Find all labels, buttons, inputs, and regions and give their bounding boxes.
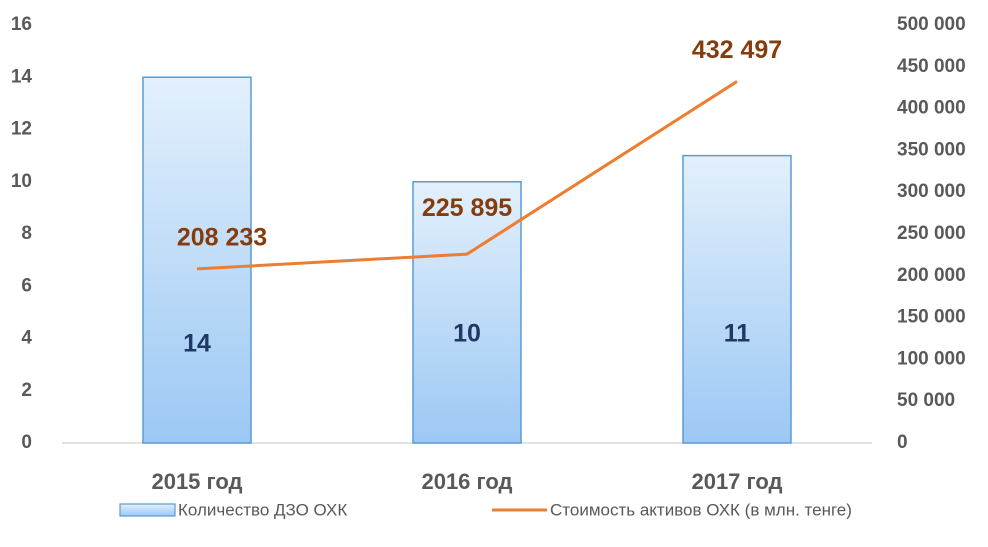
line-label: 208 233 — [177, 224, 267, 252]
y-tick-label: 0 — [21, 432, 32, 453]
y2-tick-label: 450 000 — [897, 56, 966, 77]
y-tick-label: 8 — [21, 223, 32, 244]
y-tick-label: 16 — [11, 14, 32, 35]
y2-tick-label: 50 000 — [897, 390, 955, 411]
bar — [142, 76, 252, 444]
x-tick-label: 2015 год — [151, 469, 242, 494]
bar-label: 11 — [724, 320, 751, 348]
y-tick-label: 4 — [21, 328, 32, 349]
y-tick-label: 10 — [11, 171, 32, 192]
bar-label: 10 — [453, 320, 481, 348]
y2-tick-label: 500 000 — [897, 14, 966, 35]
y2-tick-label: 200 000 — [897, 265, 966, 286]
y2-tick-label: 250 000 — [897, 223, 966, 244]
x-tick-label: 2017 год — [691, 469, 782, 494]
y-tick-label: 2 — [21, 380, 32, 401]
bar — [682, 154, 792, 444]
y-tick-label: 14 — [11, 66, 33, 87]
bar-label: 14 — [183, 330, 211, 358]
y-tick-label: 12 — [11, 119, 32, 140]
y-tick-label: 6 — [21, 275, 32, 296]
y2-tick-label: 0 — [897, 432, 908, 453]
legend-swatch — [119, 503, 176, 517]
legend-label: Стоимость активов ОХК (в млн. тенге) — [550, 500, 852, 519]
legend-label: Количество ДЗО ОХК — [178, 500, 347, 519]
x-tick-label: 2016 год — [421, 469, 512, 494]
y2-tick-label: 150 000 — [897, 307, 966, 328]
line-label: 225 895 — [422, 194, 512, 222]
bar — [412, 181, 522, 444]
y2-tick-label: 100 000 — [897, 348, 966, 369]
y2-tick-label: 350 000 — [897, 139, 966, 160]
line — [196, 80, 738, 271]
line-label: 432 497 — [692, 36, 782, 64]
y2-tick-label: 400 000 — [897, 98, 966, 119]
y2-tick-label: 300 000 — [897, 181, 966, 202]
